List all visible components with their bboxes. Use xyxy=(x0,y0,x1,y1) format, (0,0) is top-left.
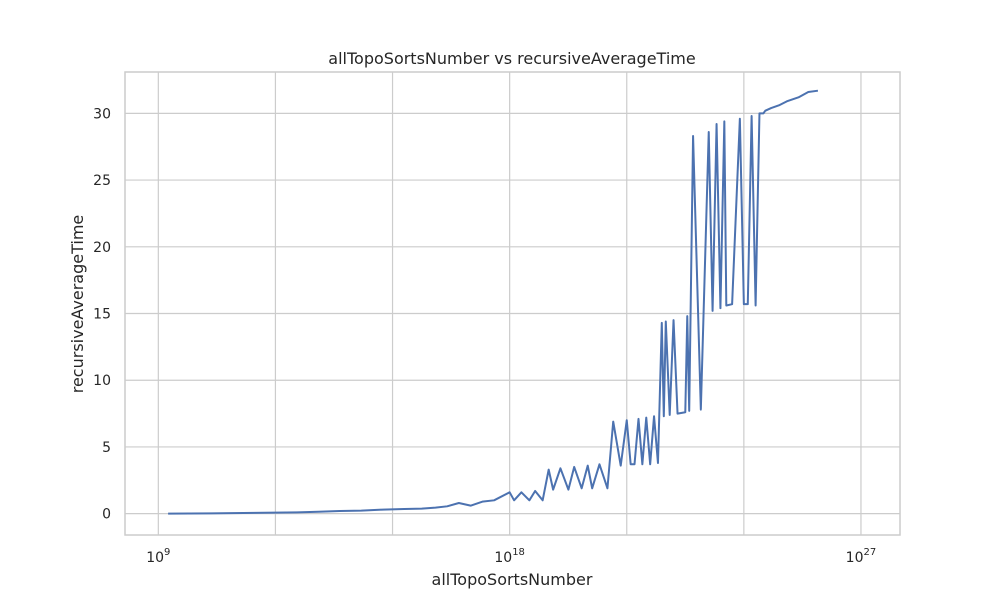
grid xyxy=(125,72,900,535)
y-tick-label: 20 xyxy=(93,240,111,256)
x-tick-label: 1018 xyxy=(494,547,525,566)
y-tick-label: 5 xyxy=(102,440,111,456)
y-tick-label: 30 xyxy=(93,106,111,122)
y-tick-label: 15 xyxy=(93,307,111,323)
series-line xyxy=(168,89,819,515)
x-tick-label: 1027 xyxy=(846,547,877,566)
x-axis-label: allTopoSortsNumber xyxy=(432,570,593,589)
y-tick-label: 10 xyxy=(93,373,111,389)
y-axis-label: recursiveAverageTime xyxy=(68,215,87,394)
x-tick-label: 109 xyxy=(146,547,170,566)
plot-frame xyxy=(124,71,901,536)
y-tick-label: 25 xyxy=(93,173,111,189)
x-axis-ticks: 109 1018 1027 xyxy=(146,547,876,566)
y-axis-ticks: 0 5 10 15 20 25 30 xyxy=(93,106,111,522)
y-tick-label: 0 xyxy=(102,507,111,523)
chart-title: allTopoSortsNumber vs recursiveAverageTi… xyxy=(328,49,695,68)
